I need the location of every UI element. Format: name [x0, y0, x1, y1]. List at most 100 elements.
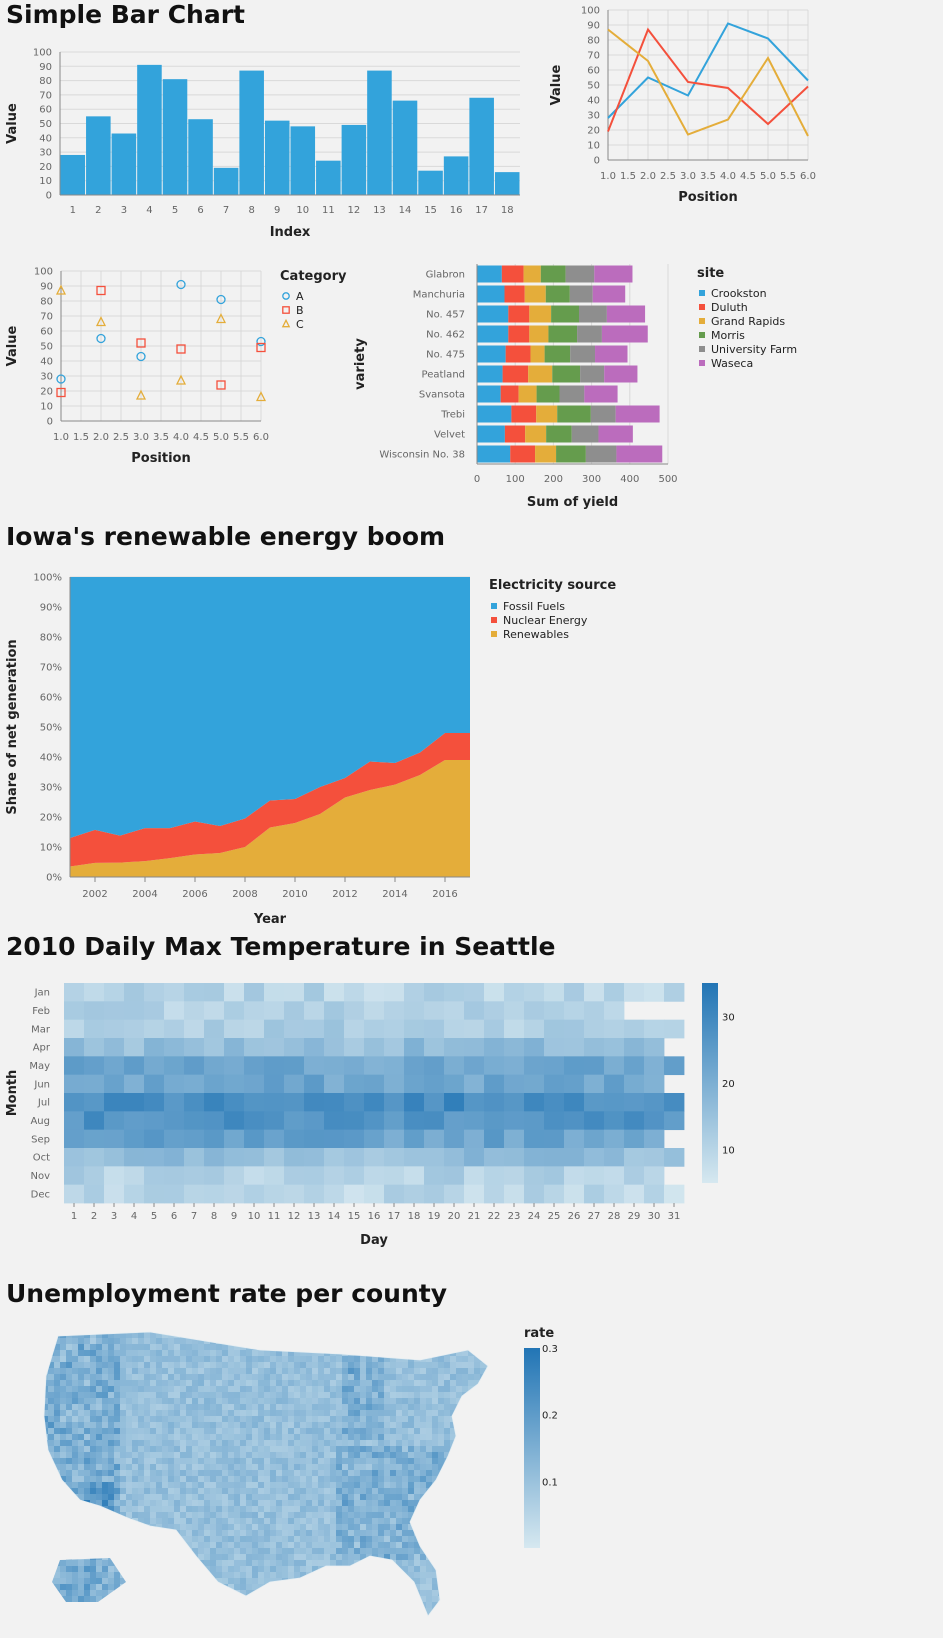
county-cell — [180, 1392, 187, 1399]
county-cell — [120, 1404, 127, 1411]
county-cell — [288, 1494, 295, 1501]
county-cell — [438, 1320, 444, 1326]
legend-title: site — [697, 266, 724, 281]
county-cell — [354, 1566, 361, 1573]
county-cell — [390, 1458, 397, 1465]
county-cell — [126, 1458, 133, 1465]
county-cell — [204, 1548, 211, 1555]
county-cell — [102, 1392, 109, 1399]
county-cell — [486, 1344, 488, 1351]
county-cell — [108, 1560, 115, 1567]
county-cell — [396, 1560, 403, 1567]
county-cell — [162, 1386, 169, 1393]
county-cell — [408, 1536, 415, 1543]
legend-label: C — [296, 318, 304, 331]
county-cell — [228, 1548, 235, 1555]
county-cell — [468, 1416, 475, 1423]
x-tick-label: 2 — [95, 205, 101, 216]
county-cell — [348, 1344, 355, 1351]
heatmap-cell — [284, 983, 305, 1002]
county-cell — [456, 1614, 463, 1616]
county-cell — [372, 1440, 379, 1447]
heatmap-cell — [184, 1038, 205, 1057]
county-cell — [444, 1392, 451, 1399]
county-cell — [468, 1536, 475, 1543]
county-cell — [186, 1518, 193, 1525]
county-cell — [216, 1590, 223, 1597]
y-tick-label: Jan — [34, 988, 50, 999]
heatmap-cell — [544, 1056, 565, 1076]
county-cell — [102, 1452, 109, 1459]
county-cell — [348, 1548, 355, 1555]
county-cell — [408, 1566, 415, 1573]
heatmap-cell — [544, 983, 565, 1002]
stacked-bar-segment — [559, 385, 585, 403]
county-cell — [402, 1470, 409, 1477]
heatmap-cell — [184, 1019, 205, 1039]
y-tick-label: 40% — [40, 753, 62, 764]
county-cell — [444, 1428, 451, 1435]
county-cell — [114, 1374, 121, 1381]
county-cell — [198, 1614, 205, 1616]
county-cell — [498, 1422, 504, 1428]
county-cell — [348, 1500, 355, 1507]
county-cell — [156, 1428, 163, 1435]
county-cell — [216, 1512, 223, 1519]
county-cell — [48, 1320, 54, 1326]
bar — [137, 64, 162, 196]
x-tick-label: 1.0 — [600, 171, 616, 182]
county-cell — [426, 1440, 433, 1447]
heatmap-cell — [604, 1129, 625, 1149]
county-cell — [312, 1512, 319, 1519]
county-cell — [294, 1548, 301, 1555]
county-cell — [210, 1518, 217, 1525]
color-legend-label: 30 — [722, 1012, 735, 1023]
county-cell — [324, 1572, 331, 1579]
county-cell — [312, 1590, 319, 1597]
county-cell — [186, 1530, 193, 1537]
county-cell — [408, 1464, 415, 1471]
county-cell — [480, 1458, 487, 1465]
county-cell — [36, 1404, 42, 1410]
county-cell — [60, 1482, 67, 1489]
county-cell — [474, 1386, 481, 1393]
county-cell — [408, 1368, 415, 1375]
county-cell — [252, 1428, 259, 1435]
county-cell — [366, 1392, 373, 1399]
county-cell — [378, 1422, 385, 1429]
county-cell — [372, 1428, 379, 1435]
county-cell — [246, 1602, 253, 1609]
heatmap-cell — [204, 983, 225, 1002]
heatmap-cell — [124, 1166, 145, 1186]
county-cell — [498, 1470, 504, 1476]
county-cell — [306, 1446, 313, 1453]
county-cell — [492, 1326, 498, 1332]
county-cell — [462, 1530, 469, 1537]
county-cell — [378, 1512, 385, 1519]
county-cell — [72, 1338, 79, 1345]
county-cell — [192, 1578, 199, 1585]
heatmap-cell — [544, 1148, 565, 1167]
county-cell — [120, 1476, 127, 1483]
county-cell — [204, 1368, 211, 1375]
county-cell — [474, 1452, 481, 1459]
county-cell — [324, 1500, 331, 1507]
county-cell — [204, 1578, 211, 1585]
county-cell — [486, 1386, 488, 1393]
county-cell — [330, 1410, 337, 1417]
county-cell — [174, 1578, 181, 1585]
county-cell — [360, 1386, 367, 1393]
county-cell — [438, 1410, 445, 1417]
county-cell — [468, 1392, 475, 1399]
x-tick-label: 3.5 — [153, 432, 169, 443]
heatmap-cell — [504, 1184, 525, 1204]
county-cell — [72, 1524, 79, 1531]
county-cell — [44, 1548, 49, 1555]
county-cell — [72, 1452, 79, 1459]
county-cell — [420, 1398, 427, 1405]
stacked-bar-segment — [615, 405, 660, 423]
county-cell — [150, 1446, 157, 1453]
county-cell — [312, 1584, 319, 1591]
county-cell — [180, 1542, 187, 1549]
county-cell — [48, 1596, 55, 1603]
